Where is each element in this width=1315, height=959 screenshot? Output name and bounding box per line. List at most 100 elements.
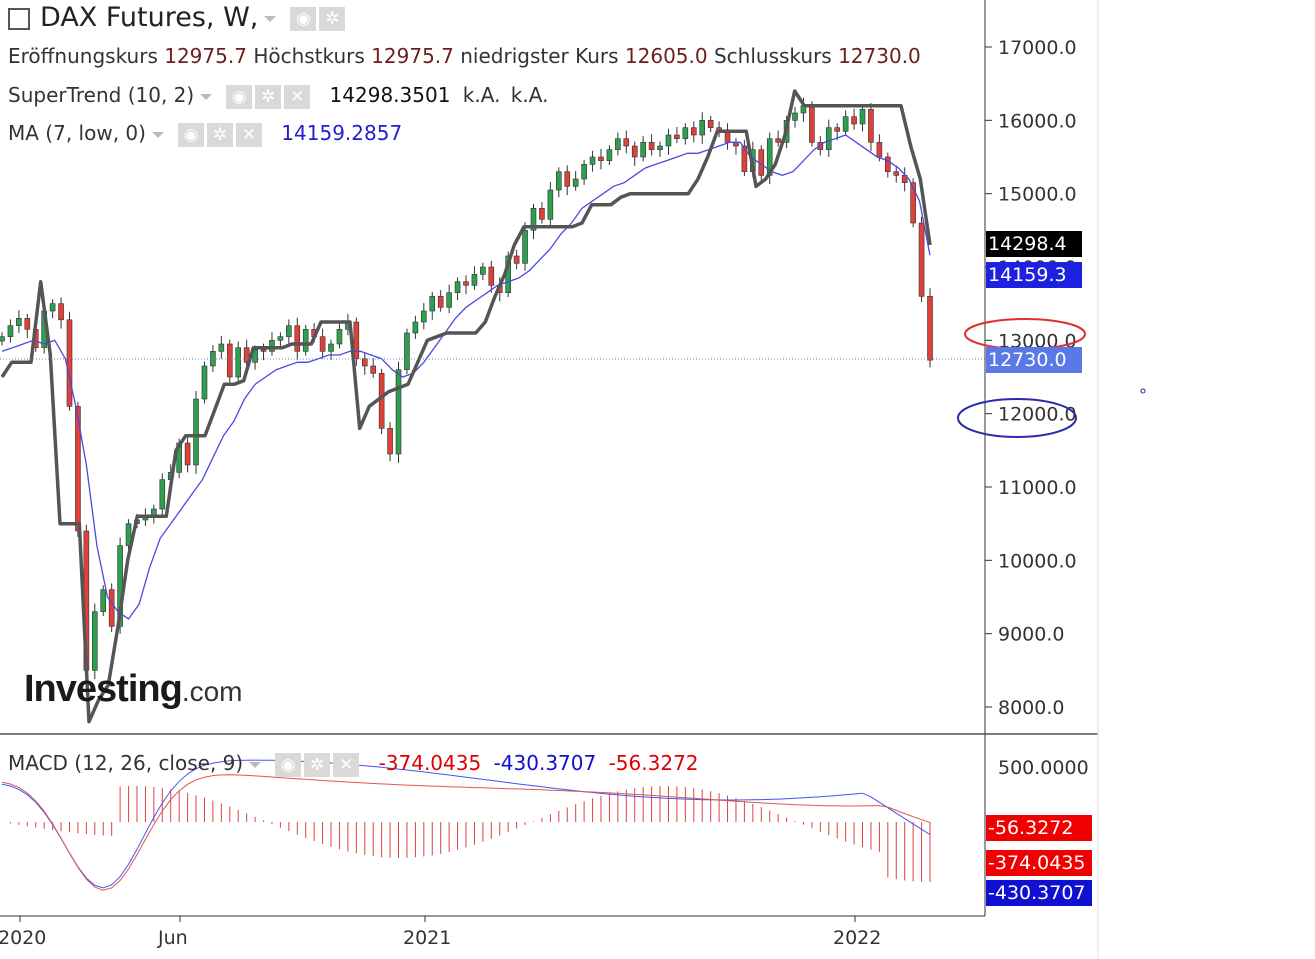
candle-body bbox=[598, 156, 604, 161]
candle-body bbox=[286, 325, 292, 337]
candle-body bbox=[159, 479, 166, 510]
eye-icon[interactable]: ◉ bbox=[275, 752, 302, 777]
candle-body bbox=[910, 182, 916, 224]
time-tick-label: 2021 bbox=[403, 927, 451, 949]
candle-body bbox=[361, 358, 368, 367]
candle-body bbox=[353, 321, 360, 359]
low-value: 12605.0 bbox=[624, 44, 708, 68]
candle-body bbox=[277, 336, 284, 341]
candle-body bbox=[7, 325, 14, 337]
histogram-value: -56.3272 bbox=[608, 751, 699, 775]
candle-body bbox=[370, 365, 377, 374]
macd-legend[interactable]: MACD (12, 26, close, 9) ◉ ✲ ✕ -374.0435 -43… bbox=[8, 751, 699, 777]
candle-body bbox=[648, 142, 655, 150]
candle-body bbox=[699, 120, 706, 136]
time-axis: 2020 Jun 2021 2022 bbox=[0, 916, 881, 949]
macd-histogram bbox=[9, 786, 931, 882]
eye-icon[interactable]: ◉ bbox=[177, 122, 204, 147]
checkbox-icon[interactable] bbox=[8, 7, 30, 30]
ma-legend[interactable]: MA (7, low, 0) ◉ ✲ ✕ 14159.2857 bbox=[8, 121, 402, 147]
candle-body bbox=[682, 127, 689, 139]
small-marker bbox=[1140, 388, 1146, 394]
candle-body bbox=[606, 149, 613, 161]
candle-body bbox=[66, 319, 73, 407]
close-label: Schlusskurs bbox=[713, 44, 832, 68]
candle-body bbox=[260, 349, 267, 352]
supertrend-line bbox=[0, 89, 932, 724]
candle-body bbox=[842, 116, 849, 132]
macd-signal-line bbox=[1, 774, 931, 891]
eye-icon[interactable]: ◉ bbox=[290, 6, 317, 31]
candle-body bbox=[876, 142, 883, 158]
caret-down-icon[interactable] bbox=[151, 131, 164, 138]
eye-icon[interactable]: ◉ bbox=[226, 84, 253, 109]
close-icon[interactable]: ✕ bbox=[333, 752, 360, 777]
candle-body bbox=[193, 398, 199, 466]
candle-body bbox=[674, 134, 680, 139]
candle-body bbox=[201, 365, 208, 400]
candle-body bbox=[631, 145, 638, 158]
candle-series bbox=[0, 97, 933, 680]
macd-value-tag: -374.0435 bbox=[986, 850, 1092, 876]
candle-body bbox=[539, 208, 545, 220]
candle-body bbox=[615, 138, 621, 150]
candle-body bbox=[885, 156, 891, 172]
caret-down-icon[interactable] bbox=[249, 761, 262, 768]
time-tick-label: 2022 bbox=[833, 927, 881, 949]
candle-body bbox=[319, 336, 326, 352]
candle-body bbox=[328, 343, 334, 352]
candle-body bbox=[775, 138, 781, 143]
candle-body bbox=[918, 222, 925, 297]
macd-line bbox=[1, 759, 931, 889]
chart-title: DAX Futures, W, bbox=[40, 2, 259, 33]
supertrend-price-tag: 14298.4 bbox=[986, 231, 1082, 257]
time-tick-label: Jun bbox=[157, 927, 188, 949]
price-tick-label: 9000.0 bbox=[998, 624, 1064, 646]
candle-body bbox=[16, 318, 22, 326]
candle-body bbox=[488, 266, 495, 286]
candle-body bbox=[555, 171, 562, 191]
chart-title-row: DAX Futures, W, ◉ ✲ bbox=[8, 2, 348, 33]
candle-body bbox=[707, 120, 714, 128]
gear-icon[interactable]: ✲ bbox=[206, 122, 233, 147]
candle-body bbox=[471, 274, 478, 286]
candle-body bbox=[859, 109, 866, 125]
candle-body bbox=[378, 373, 385, 429]
close-icon[interactable]: ✕ bbox=[235, 122, 262, 147]
candle-body bbox=[387, 428, 393, 455]
candle-body bbox=[100, 589, 107, 612]
candle-body bbox=[581, 164, 587, 180]
candle-body bbox=[395, 369, 402, 455]
candle-body bbox=[412, 321, 419, 334]
open-value: 12975.7 bbox=[164, 44, 247, 68]
supertrend-legend[interactable]: SuperTrend (10, 2) ◉ ✲ ✕ 14298.3501 k.A. k.… bbox=[8, 83, 548, 109]
candle-body bbox=[454, 281, 461, 293]
candle-body bbox=[49, 303, 56, 312]
gear-icon[interactable]: ✲ bbox=[319, 6, 346, 31]
annotation-blue-ellipse bbox=[957, 398, 1077, 438]
gear-icon[interactable]: ✲ bbox=[255, 84, 282, 109]
candle-body bbox=[125, 523, 132, 546]
gear-icon[interactable]: ✲ bbox=[304, 752, 331, 777]
close-icon[interactable]: ✕ bbox=[284, 84, 311, 109]
candle-body bbox=[792, 112, 798, 121]
candle-body bbox=[690, 127, 697, 136]
hist-value-tag: -56.3272 bbox=[986, 815, 1092, 841]
candle-body bbox=[640, 142, 646, 158]
candle-body bbox=[530, 208, 537, 231]
candle-body bbox=[851, 116, 857, 125]
investing-logo: Investing.com bbox=[24, 668, 243, 710]
candle-body bbox=[809, 105, 815, 143]
caret-down-icon[interactable] bbox=[264, 15, 277, 22]
ma-value: 14159.2857 bbox=[281, 121, 403, 145]
candle-body bbox=[235, 347, 242, 378]
ma-label: MA (7, low, 0) bbox=[8, 121, 146, 145]
candle-body bbox=[927, 296, 933, 361]
candle-body bbox=[294, 325, 301, 352]
candle-body bbox=[226, 343, 233, 378]
candle-body bbox=[522, 230, 528, 264]
candle-body bbox=[404, 332, 410, 370]
caret-down-icon[interactable] bbox=[200, 93, 213, 100]
candle-body bbox=[834, 127, 841, 132]
